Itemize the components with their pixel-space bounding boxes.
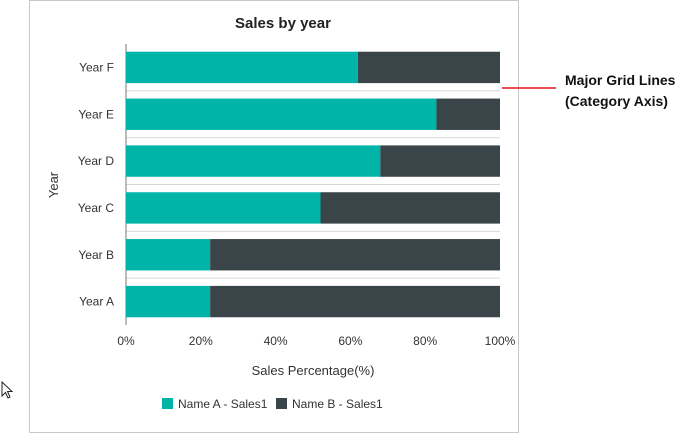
bar-name-a-year-a: [126, 285, 211, 318]
bar-name-b-year-e: [436, 98, 500, 130]
bar-name-a-year-c: [126, 192, 321, 224]
bar-name-b-year-d: [380, 145, 500, 177]
legend-swatch: [162, 398, 173, 409]
annotation-line1: Major Grid Lines: [565, 72, 676, 88]
x-axis-label: Sales Percentage(%): [252, 363, 375, 378]
x-tick-label: 100%: [485, 334, 516, 348]
mouse-cursor-icon: [1, 381, 14, 399]
bar-name-b-year-c: [320, 192, 500, 224]
x-tick-label: 40%: [264, 334, 288, 348]
x-tick-labels: 0% 20% 40% 60% 80% 100%: [117, 334, 515, 348]
bar-name-b-year-b: [210, 239, 500, 271]
legend-swatch: [276, 398, 287, 409]
y-axis-label: Year: [46, 171, 61, 198]
bar-name-a-year-f: [126, 51, 358, 84]
y-tick-label: Year A: [79, 295, 114, 309]
x-tick-label: 80%: [413, 334, 437, 348]
y-tick-label: Year E: [78, 107, 114, 121]
bar-name-a-year-e: [126, 98, 437, 130]
x-tick-label: 60%: [338, 334, 362, 348]
bar-name-a-year-b: [126, 239, 211, 271]
legend-label: Name A - Sales1: [178, 397, 268, 411]
x-tick-label: 0%: [117, 334, 135, 348]
annotation-line2: (Category Axis): [565, 93, 668, 109]
bar-name-b-year-a: [210, 285, 500, 318]
chart-title: Sales by year: [235, 15, 331, 32]
y-tick-label: Year F: [79, 60, 114, 74]
y-tick-label: Year C: [78, 201, 115, 215]
y-tick-labels: Year A Year B Year C Year D Year E Year F: [78, 60, 115, 308]
bar-name-a-year-d: [126, 145, 381, 177]
legend: Name A - Sales1 Name B - Sales1: [162, 397, 383, 411]
y-tick-label: Year D: [78, 154, 115, 168]
y-tick-label: Year B: [78, 248, 114, 262]
bars: [126, 51, 500, 318]
category-gridlines: [126, 90, 500, 279]
x-tick-label: 20%: [189, 334, 213, 348]
bar-name-b-year-f: [357, 51, 500, 84]
legend-label: Name B - Sales1: [292, 397, 383, 411]
